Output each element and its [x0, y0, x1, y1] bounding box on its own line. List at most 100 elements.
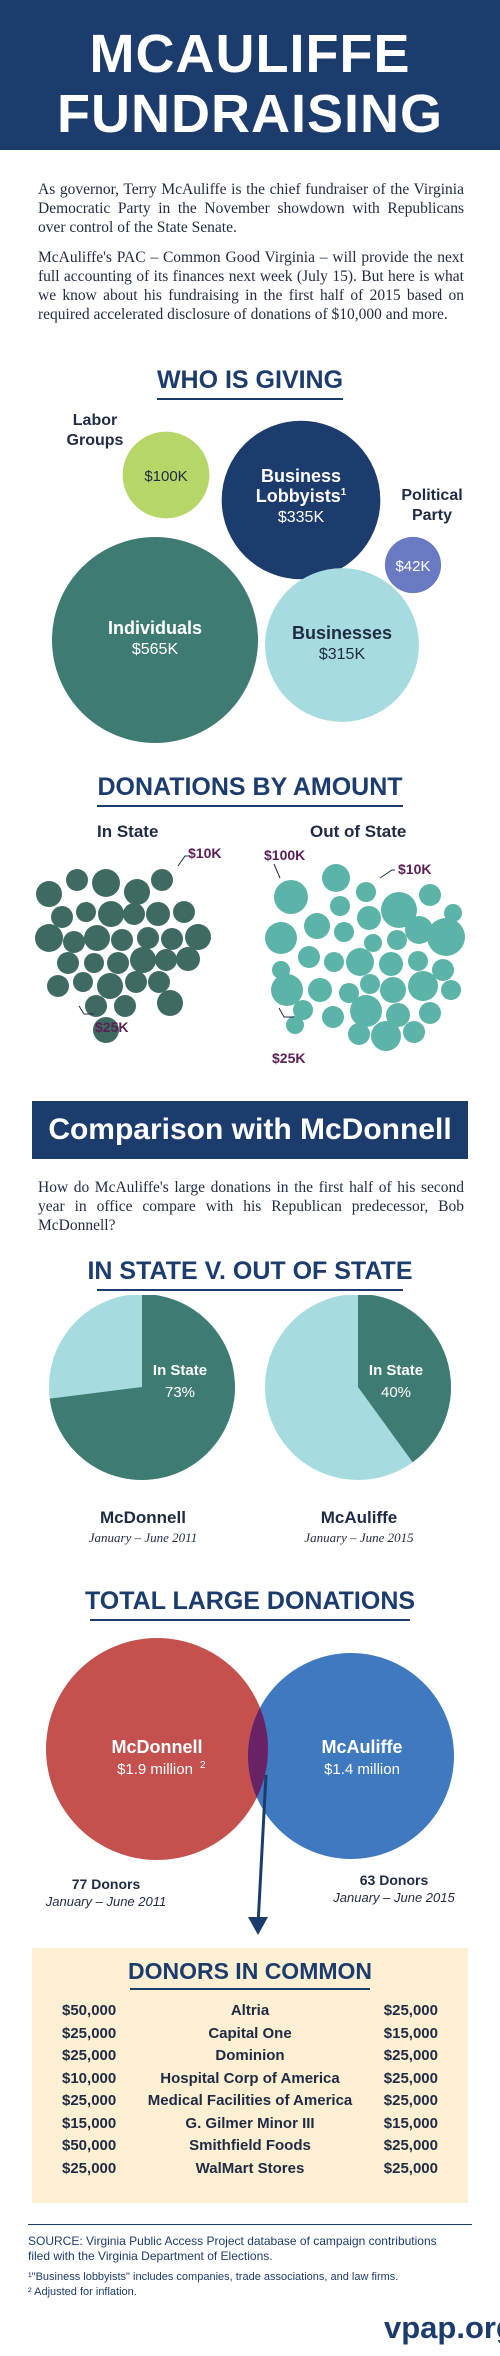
- donor-row: WalMart Stores $25,000 $25,000: [32, 2160, 468, 2182]
- comparison-text: How do McAuliffe's large donations in th…: [38, 1179, 464, 1234]
- venn-arrow-line: [256, 1774, 268, 1926]
- who-is-giving-title: WHO IS GIVING: [156, 366, 344, 394]
- bubble-value-businesses: $315K: [319, 646, 366, 663]
- bubble-value-political-party: $42K: [395, 558, 430, 575]
- venn-mcauliffe-amount: $1.4 million: [324, 1761, 400, 1778]
- footer-note-1: ¹"Business lobbyists" includes companies…: [28, 2271, 399, 2283]
- in-state-dot: [51, 906, 73, 928]
- bubble-value-individuals: $565K: [132, 641, 179, 658]
- out-of-state-dot: [357, 906, 381, 930]
- out-of-state-dot: [387, 930, 407, 950]
- intro-paragraph-1: As governor, Terry McAuliffe is the chie…: [38, 181, 464, 236]
- pie-mcauliffe-slice-label: In State: [369, 1362, 423, 1379]
- out-of-state-label: Out of State: [310, 822, 406, 841]
- in-state-dot: [148, 971, 170, 993]
- donor-mcauliffe-amount: $25,000: [383, 2069, 438, 2087]
- out-of-state-dot: [356, 882, 376, 902]
- donor-name: WalMart Stores: [195, 2159, 305, 2177]
- out-of-state-dot: [419, 884, 441, 906]
- bubble-political-party: [384, 536, 442, 594]
- in-state-bubbles: [35, 869, 211, 1043]
- donor-row: Medical Facilities of America $25,000 $25,…: [32, 2092, 468, 2114]
- out-of-state-dot: [380, 977, 406, 1003]
- in-state-dot: [185, 924, 211, 950]
- out-state-100k-leader: [273, 863, 281, 879]
- in-state-dot: [151, 869, 173, 891]
- in-state-dot: [97, 973, 123, 999]
- footer-note-2: ² Adjusted for inflation.: [28, 2286, 137, 2298]
- in-state-dot: [107, 952, 129, 974]
- in-state-dot: [92, 869, 120, 897]
- out-of-state-dot: [371, 1021, 401, 1051]
- out-state-25k-leader: [278, 1007, 294, 1018]
- header: MCAULIFFE FUNDRAISING: [0, 0, 500, 150]
- in-state-dot: [85, 995, 107, 1017]
- donor-mcdonnell-amount: $25,000: [62, 2159, 117, 2177]
- pie-mcauliffe-value: 40%: [381, 1384, 411, 1401]
- donor-name: Dominion: [215, 2047, 285, 2064]
- who-is-giving-underline: [157, 398, 343, 400]
- pie-mcauliffe-period: January – June 2015: [304, 1530, 414, 1545]
- title-line-2: FUNDRAISING: [57, 84, 443, 144]
- in-state-pie-charts: In State 73% In State 40%: [49, 1295, 451, 1480]
- footer-divider: [28, 2224, 472, 2225]
- out-of-state-dot: [346, 948, 374, 976]
- in-state-dot: [36, 881, 62, 907]
- bubble-label-labor-groups-0: Labor: [73, 412, 117, 429]
- out-of-state-dot: [322, 1006, 344, 1028]
- out-of-state-dot: [350, 995, 382, 1027]
- vpap-logo: vpap.org: [384, 2310, 500, 2345]
- donor-row: Capital One $25,000 $15,000: [32, 2025, 468, 2047]
- out-state-bubbles: [265, 864, 465, 1051]
- out-of-state-dot: [304, 913, 330, 939]
- in-state-dot: [155, 949, 177, 971]
- out-of-state-dot: [403, 1021, 425, 1043]
- pie-mcdonnell-slice-label: In State: [153, 1362, 207, 1379]
- bubble-label-business-lobbyists-1: Lobbyists1: [256, 486, 347, 506]
- bubble-business-lobbyists: [221, 420, 381, 580]
- donors-in-common-box: [32, 1948, 468, 2203]
- in-state-10k-leader: [177, 855, 188, 867]
- out-of-state-dot: [308, 978, 332, 1002]
- out-of-state-dot: [330, 896, 350, 916]
- donor-mcdonnell-amount: $25,000: [62, 2024, 117, 2042]
- in-state-dot: [176, 947, 200, 971]
- donor-row: Altria $50,000 $25,000: [32, 2002, 468, 2024]
- donations-by-amount-chart: In State Out of State $10K $25K $100K $1…: [35, 822, 465, 1066]
- mcdonnell-circle: [46, 1638, 268, 1860]
- bubble-businesses: [265, 568, 419, 722]
- out-of-state-dot: [324, 952, 344, 972]
- bubble-labor-groups: [122, 431, 210, 519]
- donor-row: Dominion $25,000 $25,000: [32, 2047, 468, 2069]
- venn-mcauliffe-donors: 63 Donors: [360, 1872, 429, 1888]
- out-of-state-dot: [419, 1002, 441, 1024]
- venn-mcdonnell-period: January – June 2011: [45, 1894, 166, 1909]
- out-of-state-dot: [293, 1000, 313, 1020]
- pie-mcauliffe-in-state: [358, 1295, 451, 1463]
- donor-name: Altria: [230, 2002, 270, 2019]
- bubble-label-businesses-0: Businesses: [292, 623, 392, 643]
- in-state-dot: [73, 972, 93, 992]
- in-state-dot: [130, 947, 156, 973]
- donors-in-common-title: DONORS IN COMMON: [127, 1958, 373, 1984]
- bubble-individuals: [52, 537, 258, 743]
- pie-mcdonnell-in-state: [49, 1295, 235, 1480]
- donors-in-common-underline: [130, 1988, 370, 1990]
- donor-mcdonnell-amount: $10,000: [62, 2069, 117, 2087]
- in-state-dot: [63, 931, 85, 953]
- in-state-dot: [123, 903, 145, 925]
- donor-mcauliffe-amount: $25,000: [383, 2092, 438, 2109]
- bubble-value-business-lobbyists: $335K: [278, 509, 325, 526]
- in-state-25k-label: $25K: [95, 1019, 128, 1035]
- in-state-dot: [84, 953, 104, 973]
- donor-row: G. Gilmer Minor III $15,000 $15,000: [32, 2115, 468, 2137]
- in-v-out-underline: [97, 1289, 403, 1291]
- out-of-state-dot: [265, 922, 297, 954]
- in-state-dot: [57, 952, 79, 974]
- in-state-dot: [157, 990, 183, 1016]
- out-state-25k-label: $25K: [272, 1050, 305, 1066]
- in-state-dot: [161, 928, 183, 950]
- in-state-dot: [47, 975, 69, 997]
- donor-mcdonnell-amount: $25,000: [62, 2047, 117, 2064]
